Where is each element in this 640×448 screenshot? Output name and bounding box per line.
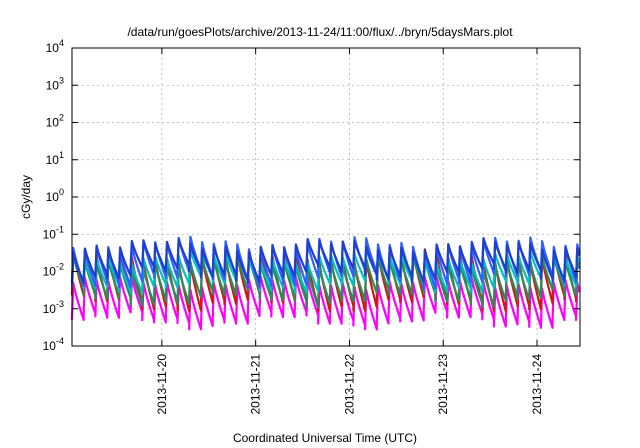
y-tick-label: 101 — [46, 150, 64, 167]
series-group — [70, 235, 581, 331]
series-line — [70, 254, 581, 309]
x-tick-label: 2013-11-20 — [155, 354, 169, 415]
y-tick-label: 10-1 — [43, 224, 64, 241]
x-axis: 2013-11-20 2013-11-21 2013-11-22 2013-11-23… — [155, 48, 544, 415]
x-axis-label: Coordinated Universal Time (UTC) — [233, 431, 417, 445]
x-tick-label: 2013-11-24 — [530, 354, 544, 415]
y-tick-label: 10-3 — [43, 299, 64, 316]
y-axis-label: cGy/day — [19, 175, 33, 219]
y-tick-label: 103 — [46, 75, 64, 92]
y-tick-label: 102 — [46, 113, 64, 130]
y-tick-label: 10-4 — [43, 336, 64, 353]
x-tick-label: 2013-11-21 — [249, 354, 263, 415]
series-line — [70, 237, 581, 284]
y-tick-label: 100 — [46, 187, 64, 204]
y-axis: 10-4 10-3 10-2 10-1 100 101 102 103 104 — [43, 38, 580, 353]
chart-title: /data/run/goesPlots/archive/2013-11-24/1… — [127, 25, 513, 39]
y-tick-label: 104 — [46, 38, 64, 55]
x-tick-label: 2013-11-22 — [342, 354, 356, 415]
x-tick-label: 2013-11-23 — [436, 354, 450, 415]
y-tick-label: 10-2 — [43, 262, 64, 279]
